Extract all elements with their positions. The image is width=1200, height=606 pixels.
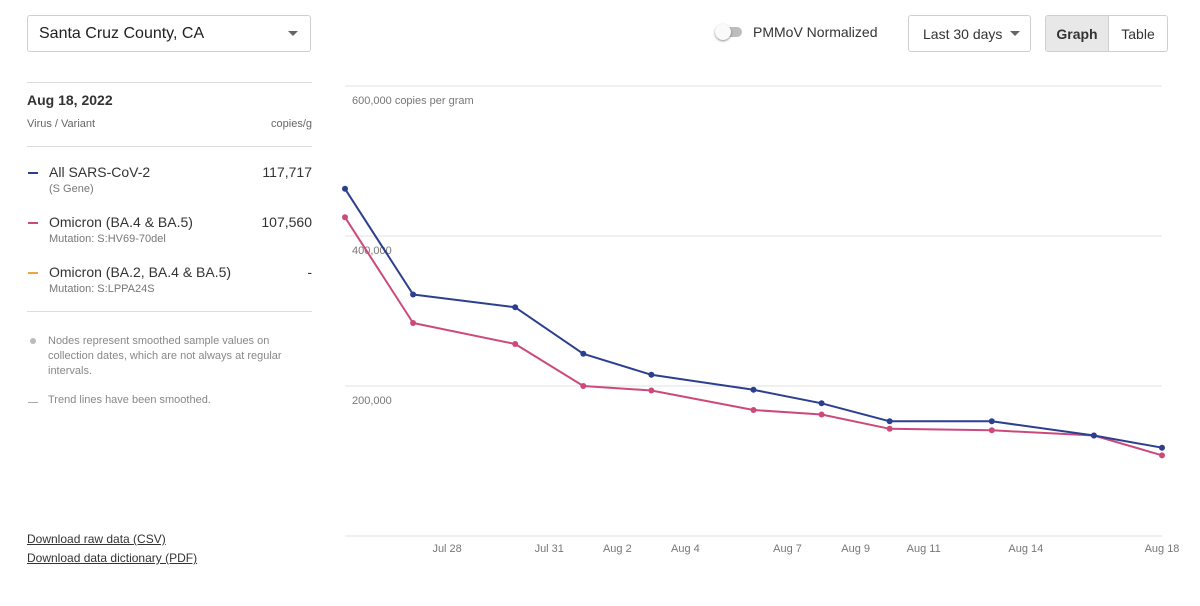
- divider: [27, 311, 312, 312]
- data-point: [886, 418, 893, 425]
- download-csv-link[interactable]: Download raw data (CSV): [27, 532, 166, 546]
- note-trend: Trend lines have been smoothed.: [27, 393, 312, 409]
- note-text: Nodes represent smoothed sample values o…: [48, 335, 282, 377]
- selected-date: Aug 18, 2022: [27, 92, 113, 108]
- data-point: [988, 427, 995, 434]
- legend-column-headers: Virus / Variant copies/g: [27, 118, 312, 130]
- series-line: [344, 216, 1163, 457]
- data-point: [410, 320, 417, 326]
- data-point: [512, 341, 519, 347]
- data-point: [1159, 452, 1165, 459]
- note-text: Trend lines have been smoothed.: [48, 394, 211, 406]
- data-point: [886, 425, 893, 432]
- data-point: [750, 407, 757, 413]
- x-tick-label: Aug 4: [671, 543, 700, 555]
- view-toggle: Graph Table: [1045, 15, 1168, 52]
- legend-subtitle: (S Gene): [49, 183, 94, 195]
- legend-name: Omicron (BA.4 & BA.5): [49, 214, 193, 230]
- chevron-down-icon: [1010, 31, 1020, 36]
- legend-value: -: [307, 264, 312, 280]
- y-tick-label: 400,000: [352, 245, 392, 257]
- download-pdf-link[interactable]: Download data dictionary (PDF): [27, 551, 198, 565]
- date-range-select[interactable]: Last 30 days: [908, 15, 1031, 52]
- graph-view-button[interactable]: Graph: [1046, 16, 1109, 51]
- location-select-value: Santa Cruz County, CA: [39, 24, 205, 42]
- data-point: [648, 371, 655, 378]
- chevron-down-icon: [288, 31, 298, 36]
- data-point: [1090, 432, 1097, 439]
- y-tick-label: 600,000 copies per gram: [352, 95, 474, 107]
- data-point: [818, 411, 825, 418]
- legend-subtitle: Mutation: S:HV69-70del: [49, 233, 166, 245]
- x-tick-label: Aug 2: [603, 543, 632, 555]
- legend-name: All SARS-CoV-2: [49, 164, 151, 180]
- data-point: [410, 291, 417, 298]
- legend-swatch: [28, 222, 38, 224]
- x-tick-label: Aug 7: [773, 543, 802, 555]
- y-tick-label: 200,000: [352, 395, 392, 407]
- data-point: [750, 386, 757, 393]
- data-point: [342, 185, 348, 192]
- x-tick-label: Aug 18: [1145, 543, 1180, 555]
- column-header-unit: copies/g: [271, 118, 312, 130]
- line-icon: [28, 402, 38, 403]
- pmmov-normalized-toggle[interactable]: PMMoV Normalized: [715, 24, 878, 40]
- legend-swatch: [28, 172, 38, 174]
- data-point: [988, 418, 995, 425]
- data-point: [648, 387, 655, 394]
- data-point: [580, 350, 587, 357]
- legend-swatch: [28, 272, 38, 274]
- dot-icon: [30, 338, 36, 344]
- x-tick-label: Jul 28: [432, 543, 461, 555]
- legend-value: 107,560: [261, 214, 312, 230]
- data-point: [580, 383, 587, 389]
- location-select[interactable]: Santa Cruz County, CA: [27, 15, 311, 52]
- x-tick-label: Jul 31: [535, 543, 564, 555]
- note-nodes: Nodes represent smoothed sample values o…: [27, 334, 312, 380]
- legend-value: 117,717: [262, 164, 312, 180]
- toggle-track[interactable]: [715, 24, 742, 40]
- legend-subtitle: Mutation: S:LPPA24S: [49, 283, 155, 295]
- data-point: [512, 304, 519, 311]
- data-point: [1159, 444, 1165, 451]
- legend-name: Omicron (BA.2, BA.4 & BA.5): [49, 264, 232, 280]
- column-header-virus: Virus / Variant: [27, 118, 96, 130]
- toggle-knob[interactable]: [715, 24, 731, 40]
- divider: [27, 82, 312, 83]
- x-tick-label: Aug 14: [1008, 543, 1043, 555]
- x-tick-label: Aug 9: [841, 543, 870, 555]
- x-tick-label: Aug 11: [907, 543, 941, 555]
- table-view-button[interactable]: Table: [1109, 16, 1167, 51]
- divider: [27, 146, 312, 147]
- pmmov-normalized-label: PMMoV Normalized: [753, 24, 878, 40]
- data-point: [818, 400, 825, 407]
- data-point: [342, 214, 348, 221]
- date-range-value: Last 30 days: [923, 25, 1003, 42]
